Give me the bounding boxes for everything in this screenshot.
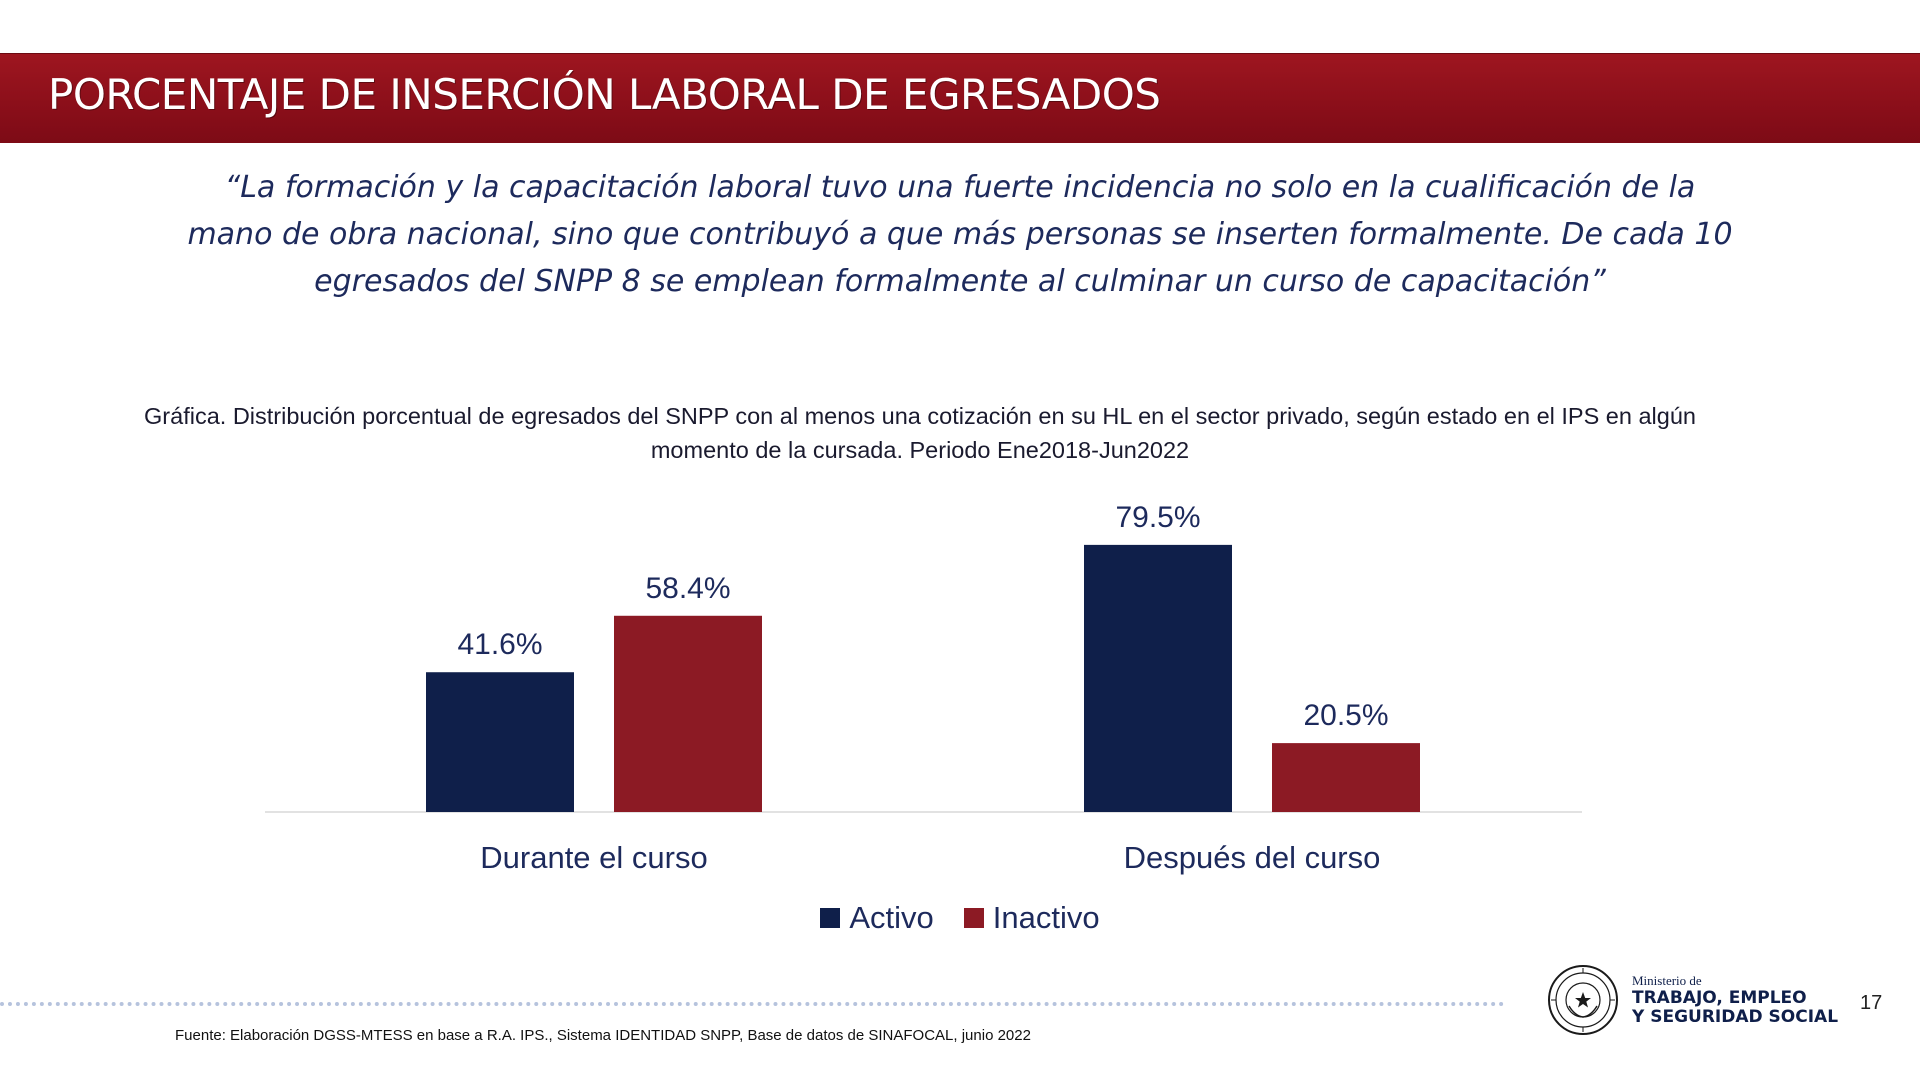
legend-swatch-activo <box>820 908 841 928</box>
data-label-activo-1: 41.6% <box>457 628 542 661</box>
slide-title: PORCENTAJE DE INSERCIÓN LABORAL DE EGRES… <box>48 70 1161 119</box>
ministry-logo-line3: Y SEGURIDAD SOCIAL <box>1632 1007 1839 1027</box>
chart-caption: Gráfica. Distribución porcentual de egre… <box>144 403 1696 463</box>
bar-activo-1 <box>426 672 574 812</box>
ministry-logo-line2: TRABAJO, EMPLEO <box>1632 988 1807 1008</box>
legend-item-activo: Activo <box>820 900 934 936</box>
ministry-logo-text: Ministerio de TRABAJO, EMPLEO Y SEGURIDA… <box>1632 973 1838 1027</box>
title-bar: PORCENTAJE DE INSERCIÓN LABORAL DE EGRES… <box>0 53 1920 143</box>
category-label-2: Después del curso <box>1124 840 1381 875</box>
bar-inactivo-2 <box>1272 743 1420 812</box>
legend-label-activo: Activo <box>849 900 934 935</box>
bar-inactivo-1 <box>614 615 762 812</box>
data-label-inactivo-1: 58.4% <box>645 572 730 605</box>
republica-del-paraguay-seal-icon <box>1548 965 1618 1035</box>
bar-activo-2 <box>1084 544 1232 812</box>
chart-legend: Activo Inactivo <box>0 900 1920 936</box>
legend-swatch-inactivo <box>963 908 984 928</box>
page-number: 17 <box>1860 992 1883 1014</box>
quote-text: “La formación y la capacitación laboral … <box>187 170 1733 299</box>
data-label-activo-2: 79.5% <box>1115 501 1200 534</box>
source-note: Fuente: Elaboración DGSS-MTESS en base a… <box>175 1027 1031 1044</box>
legend-item-inactivo: Inactivo <box>963 900 1100 936</box>
ministry-logo-line1: Ministerio de <box>1632 973 1702 988</box>
legend-label-inactivo: Inactivo <box>992 900 1100 935</box>
category-label-1: Durante el curso <box>480 840 707 875</box>
data-label-inactivo-2: 20.5% <box>1303 699 1388 732</box>
footer-divider <box>0 1002 1505 1006</box>
bar-chart: 41.6% 58.4% Durante el curso 79.5% 20.5% Desp… <box>265 501 1582 875</box>
